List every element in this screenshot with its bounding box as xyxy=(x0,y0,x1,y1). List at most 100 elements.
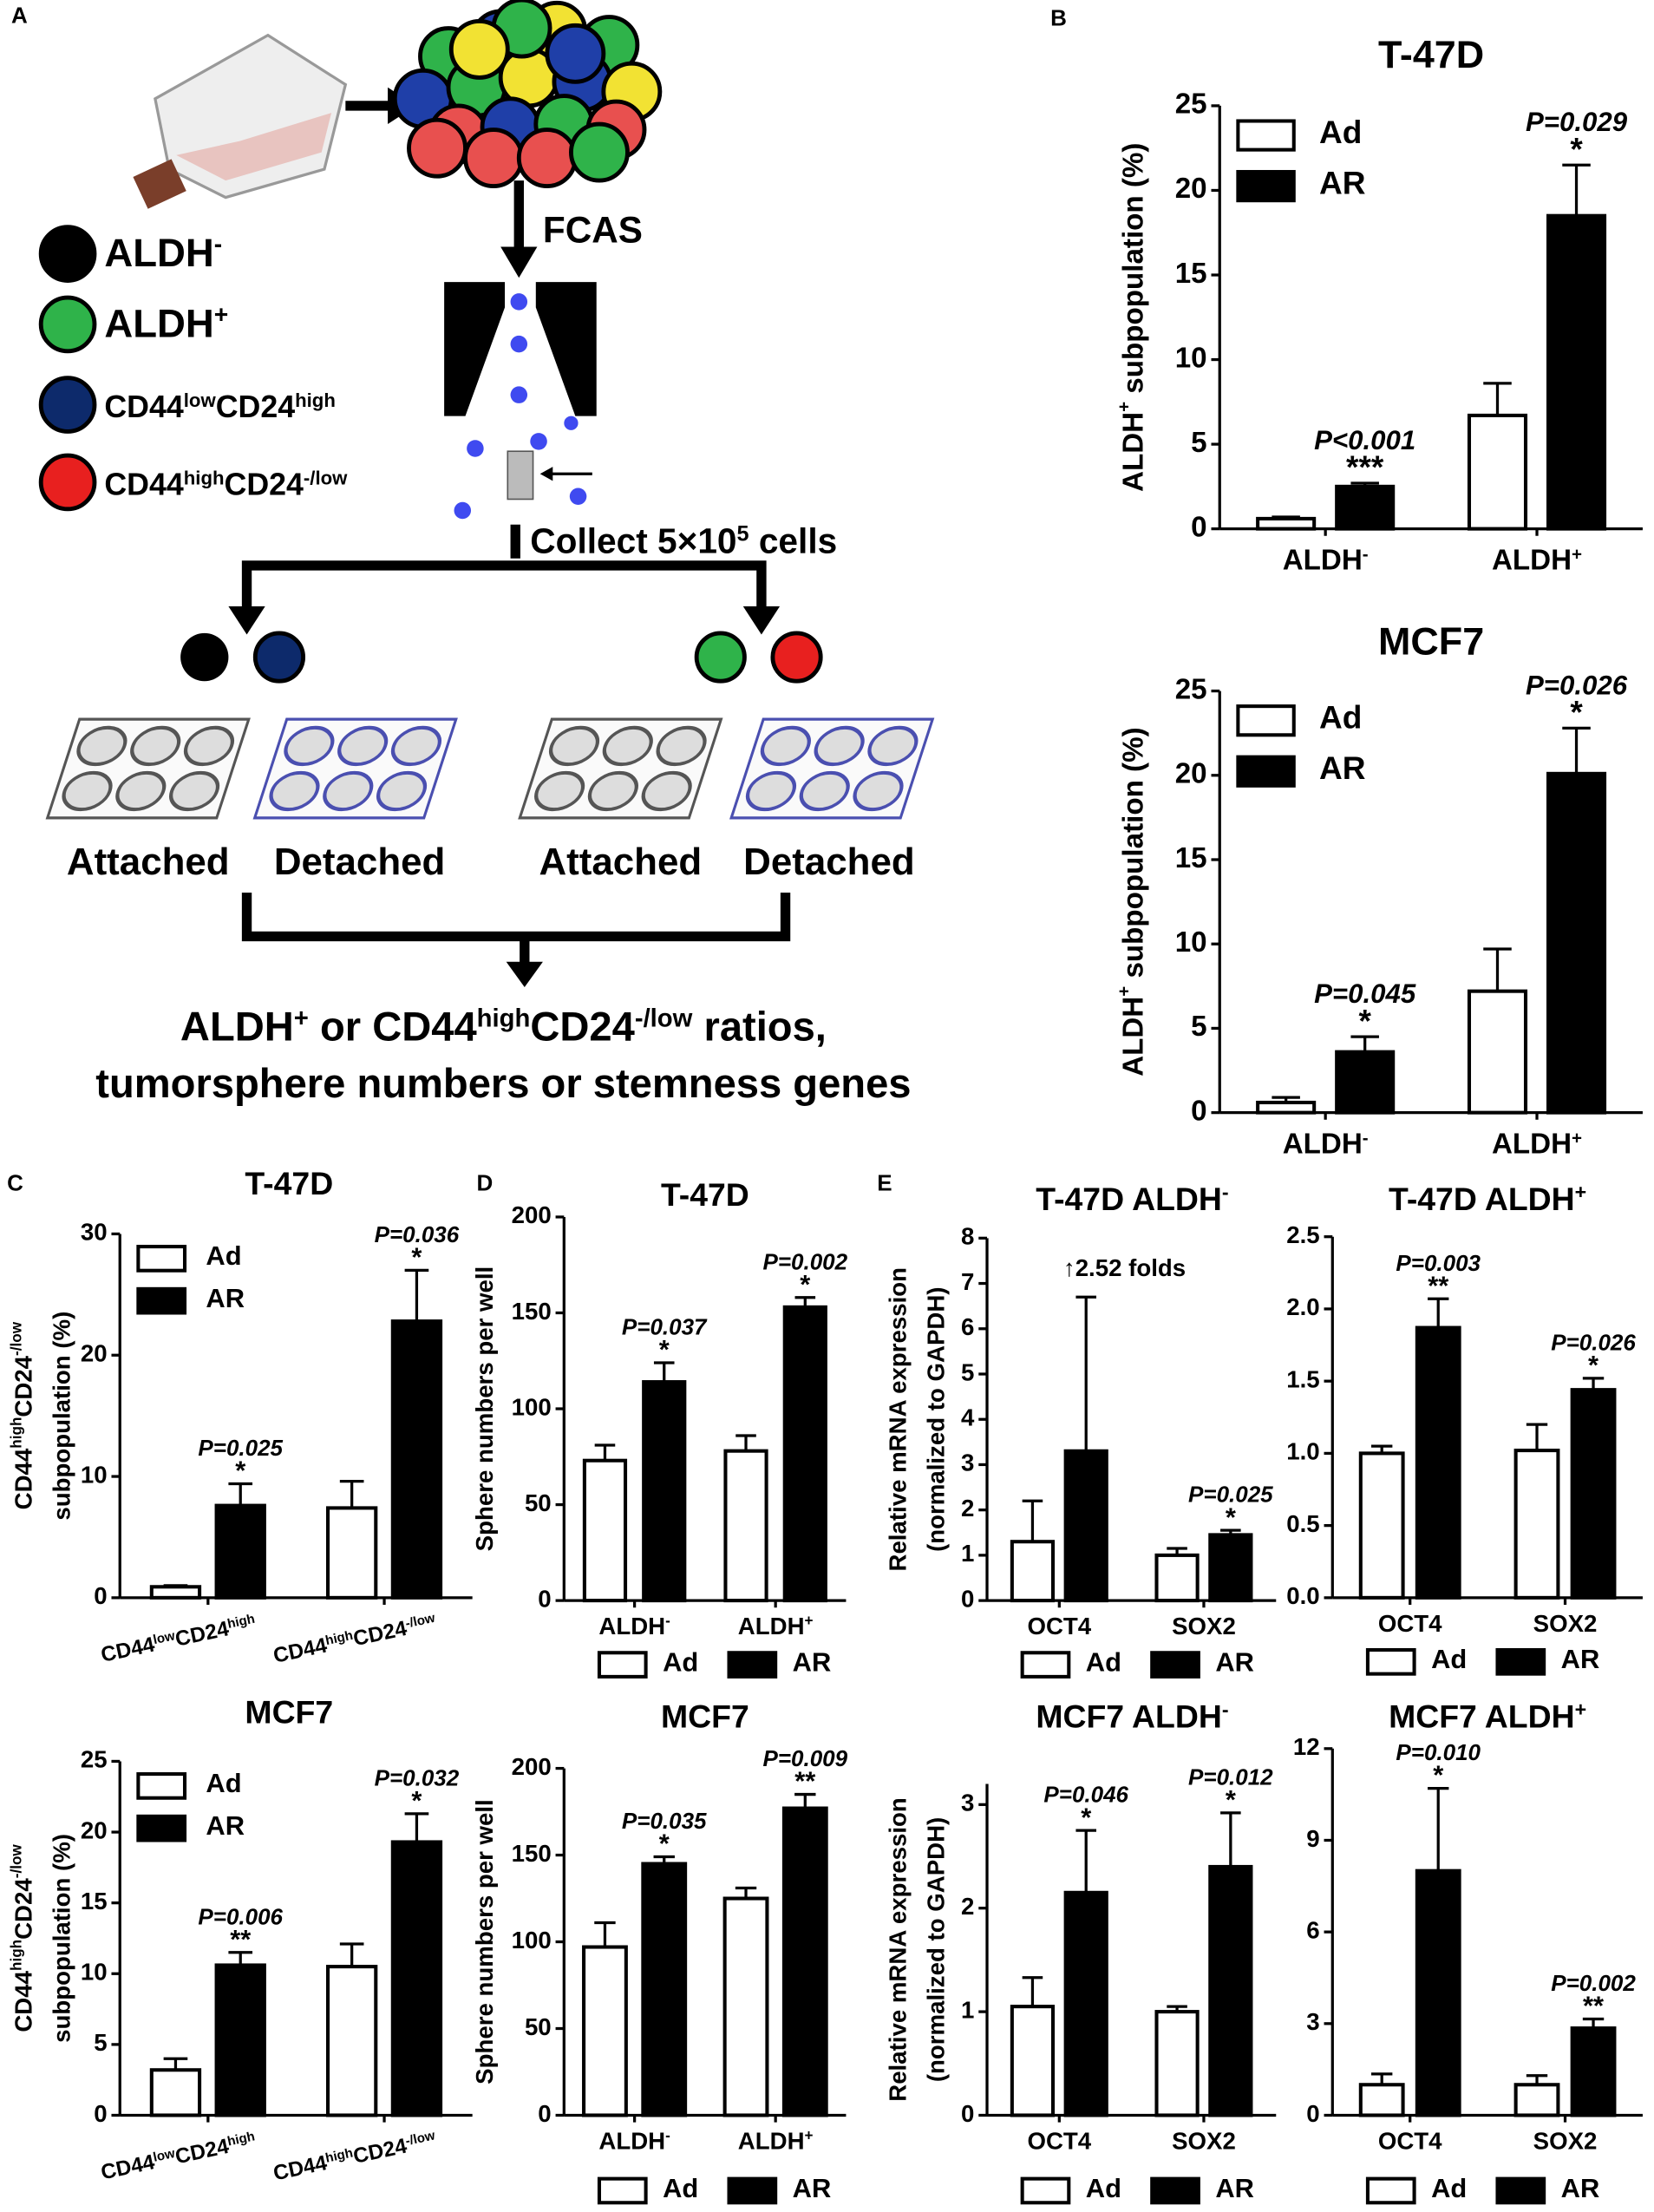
p-value: P=0.032 xyxy=(375,1764,460,1790)
y-axis-label: subpopulation (%) xyxy=(49,1834,75,2043)
bar xyxy=(1335,1050,1396,1115)
y-tick-label: 1 xyxy=(961,1540,974,1567)
x-tick-label-part: ALDH xyxy=(738,1613,805,1639)
x-tick-label-part: CD44 xyxy=(99,1633,157,1666)
bar xyxy=(582,1945,628,2117)
x-tick-label: SOX2 xyxy=(1172,1613,1236,1639)
legend-label: Ad xyxy=(663,1646,698,1677)
y-tick-label: 100 xyxy=(512,1393,552,1420)
x-tick-label-part: CD24 xyxy=(173,1617,232,1651)
y-tick-label: 9 xyxy=(1306,1825,1319,1852)
x-tick-label: OCT4 xyxy=(1027,1613,1091,1639)
legend-cell xyxy=(38,453,97,512)
legend-label-part: high xyxy=(295,389,336,411)
bar xyxy=(782,1305,827,1603)
panel-label: D xyxy=(477,1169,494,1195)
y-axis-label-part: ALDH xyxy=(1117,412,1149,492)
arrow xyxy=(500,180,538,278)
legend-label-part: ALDH xyxy=(104,302,213,346)
p-value: P<0.001 xyxy=(1314,425,1415,455)
y-axis-label-part: -/low xyxy=(7,1844,24,1879)
legend-swatch xyxy=(1020,1651,1071,1679)
y-tick-label: 0 xyxy=(94,2100,107,2127)
well xyxy=(814,725,865,767)
bar xyxy=(325,1506,378,1600)
y-axis-label: (normalized to GAPDH) xyxy=(922,1817,949,2082)
bar xyxy=(1335,484,1396,531)
y-tick-label: 2 xyxy=(961,1495,974,1522)
legend-label-part: + xyxy=(214,301,228,329)
x-tick-label-part: CD24 xyxy=(351,2134,409,2168)
bar xyxy=(781,1806,828,2117)
y-tick-label: 6 xyxy=(1306,1916,1319,1943)
p-value: P=0.002 xyxy=(763,1248,848,1274)
y-tick-label: 30 xyxy=(81,1219,108,1246)
panel-label: E xyxy=(877,1169,892,1195)
significance: * xyxy=(1588,1350,1598,1380)
x-tick-label-part: high xyxy=(324,2145,355,2165)
well xyxy=(284,725,335,767)
legend-label: Ad xyxy=(663,2173,698,2203)
y-tick-label: 200 xyxy=(512,1201,552,1228)
chart-title: T-47D ALDH+ xyxy=(1389,1181,1586,1217)
electrode: - xyxy=(462,305,474,346)
y-tick-label: 0 xyxy=(1306,2100,1319,2127)
x-tick-label-part: + xyxy=(1572,544,1582,564)
bar xyxy=(1358,1451,1405,1600)
well xyxy=(323,770,374,812)
significance: * xyxy=(1226,1502,1236,1532)
significance: * xyxy=(411,1785,422,1816)
legend-cell xyxy=(38,295,97,354)
y-tick-label: 0.5 xyxy=(1286,1510,1319,1537)
legend-label: Ad xyxy=(1086,2173,1121,2203)
y-axis-label: CD44highCD24-/low xyxy=(7,1844,37,2032)
x-tick-label: CD44lowCD24high xyxy=(99,2129,258,2185)
cell-cluster xyxy=(392,0,663,189)
outcome-label-part: ALDH xyxy=(180,1004,294,1050)
legend-cell xyxy=(38,225,97,283)
cell xyxy=(545,23,606,84)
y-axis-label-part: high xyxy=(7,1417,24,1449)
well xyxy=(76,725,127,767)
well xyxy=(867,725,919,767)
x-tick-label-part: CD24 xyxy=(173,2135,232,2169)
legend-label: AR xyxy=(1561,1644,1600,1674)
panel-label: A xyxy=(11,2,28,28)
bar xyxy=(1467,989,1528,1115)
y-axis-label-part: ALDH xyxy=(1117,997,1149,1077)
x-tick-label-part: ALDH xyxy=(598,2127,665,2154)
x-tick-label-part: ALDH xyxy=(598,1613,665,1639)
legend-swatch xyxy=(1236,119,1296,152)
y-tick-label: 1 xyxy=(961,1996,974,2023)
legend-label: Ad xyxy=(206,1768,241,1798)
y-tick-label: 4 xyxy=(961,1404,975,1431)
significance: * xyxy=(659,1334,670,1365)
well xyxy=(641,770,692,812)
x-tick-label-part: - xyxy=(665,2126,670,2143)
outcome-label-part: -/low xyxy=(635,1005,693,1033)
y-tick-label: 15 xyxy=(81,1888,108,1914)
well xyxy=(183,725,235,767)
collect-label-part: Collect 5×10 xyxy=(530,520,736,560)
y-axis-label-part: CD44 xyxy=(10,1970,37,2032)
y-axis-label: Relative mRNA expression xyxy=(885,1267,912,1572)
x-tick-label-part: ALDH xyxy=(1283,1128,1363,1160)
bar xyxy=(1467,413,1528,531)
y-tick-label: 50 xyxy=(525,1489,552,1516)
y-tick-label: 2.5 xyxy=(1286,1221,1319,1248)
bar xyxy=(1415,1325,1461,1600)
y-tick-label: 10 xyxy=(1175,342,1207,374)
y-axis-label-part: + xyxy=(1115,402,1134,412)
y-tick-label: 8 xyxy=(961,1223,974,1250)
significance: ** xyxy=(1583,1991,1604,2021)
legend-swatch xyxy=(1150,1651,1200,1679)
chart-title: T-47D xyxy=(245,1165,333,1201)
bar xyxy=(722,1896,769,2117)
y-tick-label: 3 xyxy=(961,1790,974,1816)
cell xyxy=(180,632,229,682)
bar xyxy=(390,1319,443,1600)
legend-label: ALDH- xyxy=(104,230,222,275)
y-tick-label: 25 xyxy=(1175,673,1207,705)
legend-label: AR xyxy=(1215,2173,1254,2203)
legend-label: Ad xyxy=(206,1240,241,1271)
